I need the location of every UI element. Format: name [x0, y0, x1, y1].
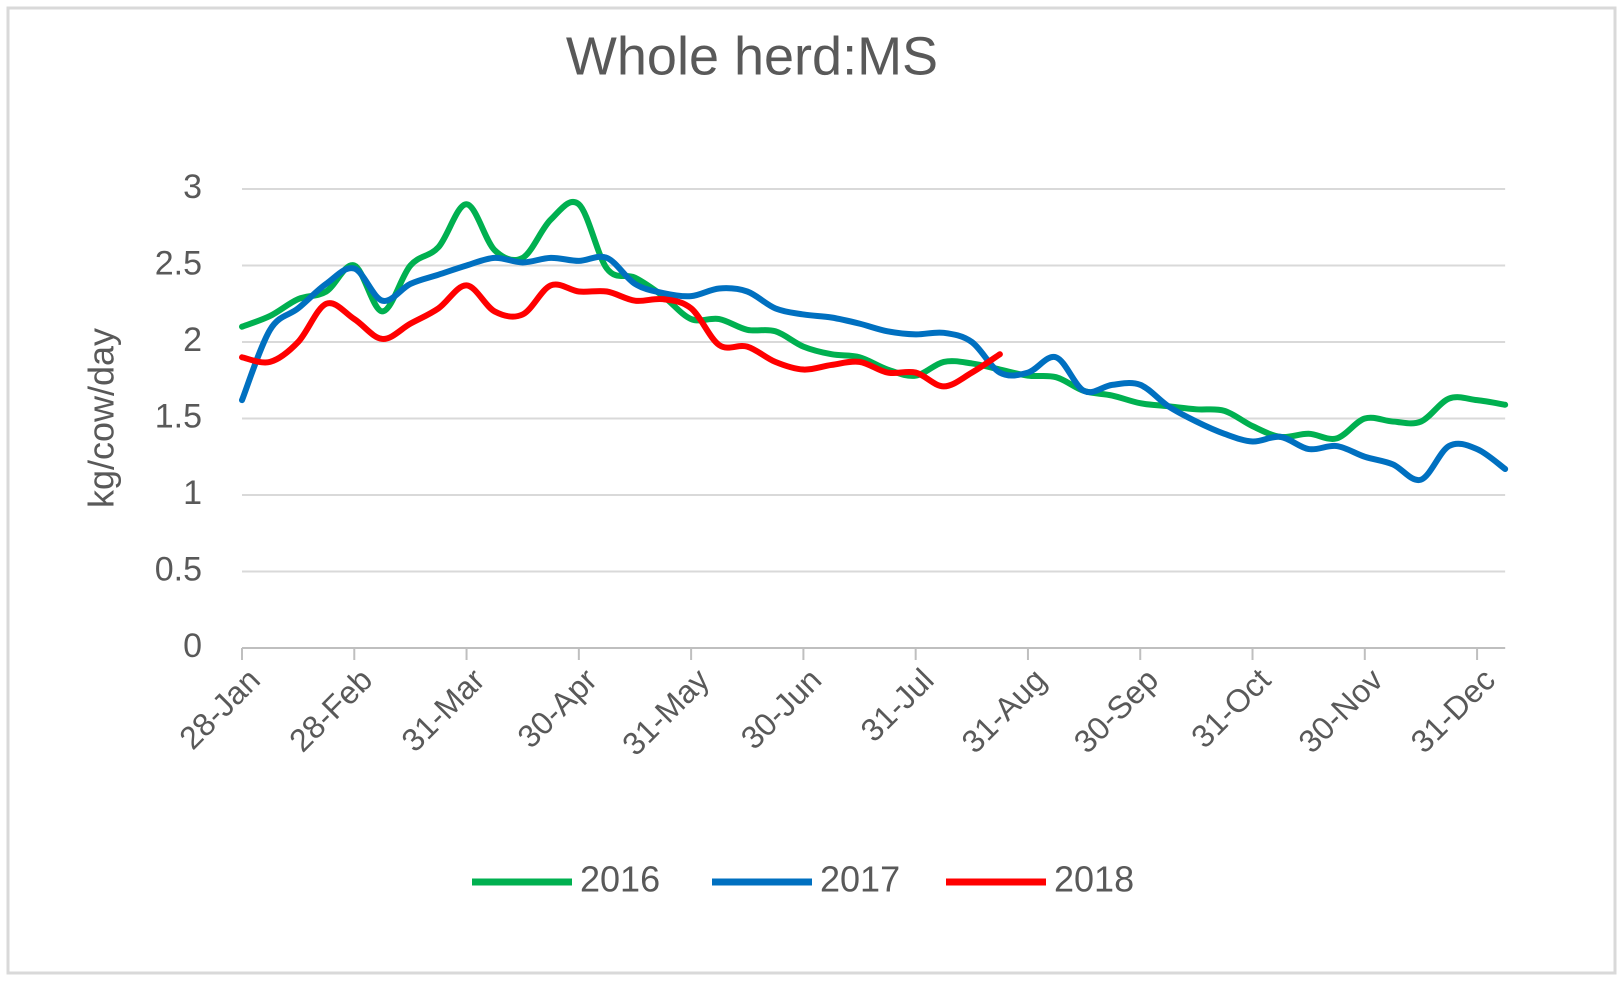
- series-line: [239, 253, 1509, 484]
- chart-title: Whole herd:MS: [566, 26, 938, 86]
- y-tick-label: 1.5: [155, 397, 202, 435]
- series-line: [239, 199, 1509, 442]
- y-tick-label: 0.5: [155, 550, 202, 588]
- y-axis-label: kg/cow/day: [81, 328, 122, 508]
- legend-label: 2016: [580, 859, 660, 900]
- y-tick-label: 2.5: [155, 244, 202, 282]
- y-tick-label: 0: [183, 627, 202, 665]
- series-line: [239, 281, 1003, 390]
- y-tick-label: 1: [183, 474, 202, 512]
- y-tick-label: 2: [183, 321, 202, 359]
- chart-frame: [6, 6, 1617, 975]
- y-tick-label: 3: [183, 168, 202, 206]
- legend-label: 2018: [1054, 859, 1134, 900]
- legend-label: 2017: [820, 859, 900, 900]
